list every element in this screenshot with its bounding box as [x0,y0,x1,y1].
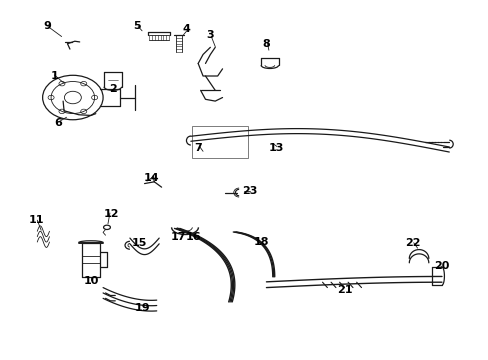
Text: 6: 6 [54,118,62,128]
Text: 12: 12 [103,209,119,219]
Text: 9: 9 [43,21,51,31]
Text: 16: 16 [185,232,201,242]
Text: 3: 3 [206,30,214,40]
Text: 19: 19 [134,303,150,313]
Text: 13: 13 [268,143,284,153]
Text: 4: 4 [182,24,189,35]
Text: 15: 15 [132,238,147,248]
Text: 14: 14 [144,173,160,183]
Text: 10: 10 [83,276,99,286]
Text: 20: 20 [433,261,449,271]
Text: 18: 18 [253,237,269,247]
Text: 21: 21 [336,285,351,296]
Text: 11: 11 [28,215,44,225]
Text: 5: 5 [133,21,141,31]
Bar [192,126,248,158]
Text: 7: 7 [194,143,202,153]
Text: 23: 23 [241,186,257,197]
Text: 1: 1 [50,71,58,81]
Text: 8: 8 [262,39,270,49]
Text: 22: 22 [404,238,420,248]
Text: 17: 17 [171,232,186,242]
Text: 2: 2 [109,84,117,94]
